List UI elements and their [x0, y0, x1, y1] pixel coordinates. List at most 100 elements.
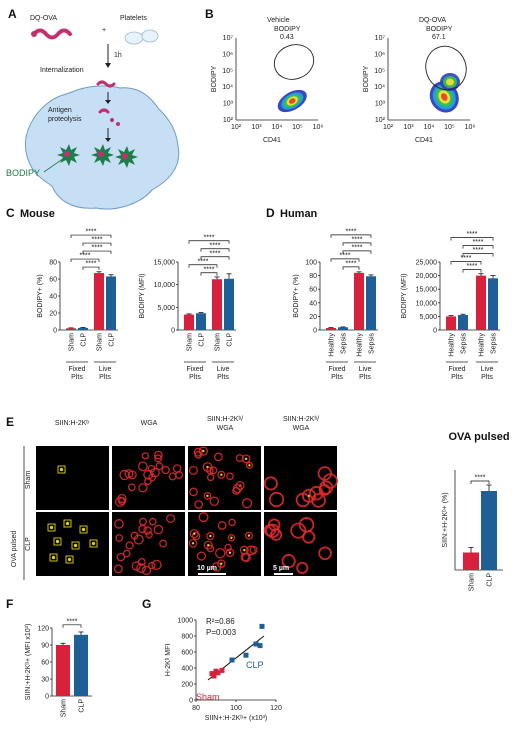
cell-membrane — [168, 472, 177, 481]
category-label: Sham — [61, 699, 68, 717]
column-header: WGA — [141, 420, 158, 427]
cell-membrane — [188, 465, 199, 476]
panel-c-letter: C — [6, 206, 15, 220]
facs-x-tick: 10⁵ — [292, 124, 303, 131]
arrow-1-head-icon — [105, 63, 111, 68]
positive-cell-marker — [47, 523, 56, 532]
y-tick-label: 90 — [41, 643, 49, 650]
positive-cell-marker — [57, 465, 66, 474]
facs-title: DQ-OVA — [419, 17, 446, 24]
category-label: Sepsis — [341, 333, 348, 355]
cell-membrane — [148, 561, 156, 570]
density-contour — [440, 93, 448, 101]
cell-membrane — [246, 545, 256, 556]
y-axis-label: SIIN:+H-2Kᵇ+ (%) — [442, 492, 449, 547]
micrograph-tile — [112, 512, 185, 576]
panel-d-letter: D — [266, 206, 275, 220]
facs-x-tick: 10⁵ — [444, 124, 455, 131]
significance-bracket — [200, 272, 218, 276]
y-tick-label: 200 — [181, 682, 193, 689]
cell-membrane — [138, 557, 146, 566]
panel-g-letter: G — [142, 597, 151, 611]
bar — [78, 327, 88, 330]
cell-membrane — [153, 524, 164, 535]
y-axis-label: BODIPY (MFI) — [401, 274, 408, 319]
positive-cell-dot — [55, 539, 60, 544]
cell-membrane — [225, 548, 235, 558]
significance-bracket — [188, 240, 230, 244]
cell-membrane — [296, 561, 309, 574]
significance-bracket — [82, 266, 100, 271]
cell-membrane — [155, 462, 164, 471]
scatter-point — [229, 657, 235, 663]
scale-bar-10-label: 10 µm — [197, 565, 217, 572]
facs-density-cloud — [277, 89, 307, 113]
gate-label: BODIPY — [426, 26, 453, 33]
group-label: Plts — [189, 374, 201, 381]
facs-density-cloud — [429, 73, 460, 113]
facs-y-label: BODIPY — [211, 65, 218, 92]
significance-label: **** — [473, 247, 484, 254]
colocalization-dot — [206, 494, 209, 498]
bar-chart-f: 0 30 60 90 120 SIIN:+H-2Kᵇ+ (MFI x10³) Sham CLP… — [25, 618, 92, 717]
colocalization-dot — [193, 532, 196, 535]
cell-membrane — [217, 521, 227, 530]
panel-g: G R²=0.86 P=0.003 CLP Sham 0 200 400 600 800… — [142, 597, 282, 722]
y-tick-label: 40 — [309, 300, 317, 307]
significance-bracket — [330, 234, 372, 238]
column-header: WGA — [217, 425, 234, 432]
internalization-label: Internalization — [40, 67, 84, 74]
cell-membrane — [206, 466, 214, 475]
category-label: CLP — [199, 333, 206, 347]
facs-y-tick: 10³ — [375, 101, 386, 108]
dqova-label: DQ-OVA — [30, 15, 57, 22]
bodipy-burst-icon — [57, 144, 80, 166]
time-label: 1h — [114, 52, 122, 59]
panel-a: A DQ-OVA + Platelets 1h Internalization … — [6, 7, 180, 210]
facs-y-tick: 10⁵ — [374, 68, 385, 75]
significance-label: **** — [352, 236, 363, 243]
facs-y-tick: 10⁴ — [222, 84, 233, 91]
significance-label: **** — [340, 252, 351, 259]
scatter-point — [219, 667, 225, 673]
cell-membrane — [235, 454, 244, 463]
significance-label: **** — [86, 229, 97, 236]
cell-membrane — [161, 465, 170, 475]
cell-membrane — [119, 469, 130, 481]
y-tick-label: 60 — [309, 287, 317, 294]
significance-bracket — [82, 250, 112, 255]
positive-cell-dot — [81, 527, 86, 532]
group-label: Plts — [451, 374, 463, 381]
category-label: CLP — [109, 333, 116, 347]
proteolysis-label-2: proteolysis — [48, 116, 82, 123]
cell-membrane — [154, 454, 163, 463]
row-label-clp: CLP — [25, 537, 32, 551]
significance-bracket — [188, 264, 218, 268]
colocalization-dot — [202, 449, 205, 453]
cell-membrane — [318, 546, 332, 561]
group-label: Live — [359, 366, 372, 373]
bodipy-label: BODIPY — [6, 168, 40, 178]
bar — [481, 491, 497, 570]
cell-membrane — [144, 477, 152, 486]
cell-membrane — [172, 464, 182, 473]
cell-membrane — [232, 486, 241, 495]
platelets-label: Platelets — [120, 15, 147, 22]
panel-c-title: Mouse — [20, 208, 55, 220]
fragment-icon-2 — [116, 122, 120, 126]
y-tick-label: 25,000 — [416, 260, 438, 267]
cell-membrane — [281, 554, 296, 569]
proteolysis-label-1: Antigen — [48, 107, 72, 114]
dqova-icon — [32, 28, 72, 40]
cell-membrane — [166, 514, 176, 524]
significance-label: **** — [210, 250, 221, 257]
colocalization-dot — [207, 543, 210, 547]
significance-bracket — [200, 248, 230, 252]
micrograph-tile — [188, 512, 261, 576]
cell-membrane — [114, 519, 124, 529]
bar — [56, 645, 70, 696]
y-tick-label: 10,000 — [154, 282, 176, 289]
positive-cell-marker — [49, 553, 58, 562]
column-header: SIIN:H-2Kᵇ — [55, 420, 90, 427]
cell-membrane — [136, 563, 147, 574]
